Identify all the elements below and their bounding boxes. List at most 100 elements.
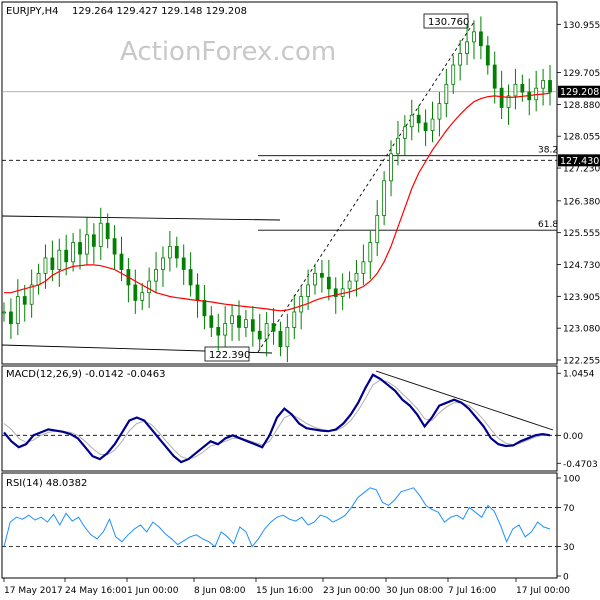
candle-body — [188, 269, 193, 286]
candle-body — [437, 103, 442, 120]
rsi-tick-label: 70 — [563, 504, 575, 514]
price-annotations: 38.2 61.8 130.760 122.390 — [1, 13, 558, 362]
price-candles — [2, 16, 552, 363]
time-axis: 17 May 2017 24 May 16:00 1 Jun 00:00 8 Jun … — [3, 578, 570, 596]
last-price-tag — [558, 85, 600, 98]
candle-body — [264, 323, 269, 340]
candle-body — [43, 257, 48, 274]
time-tick-label: 7 Jul 16:00 — [448, 586, 497, 596]
time-tick-label: 17 May 2017 — [4, 586, 63, 596]
candle-body — [167, 245, 172, 259]
price-tick-label: 122.255 — [563, 357, 600, 367]
price-tick-label: 128.880 — [563, 101, 600, 111]
candle-body — [36, 272, 41, 286]
support-value: 127.430 — [560, 156, 599, 167]
macd-title: MACD(12,26,9) -0.0142 -0.0463 — [6, 369, 166, 380]
time-tick-label: 17 Jul 00:00 — [516, 586, 570, 596]
low-label: 122.390 — [209, 350, 250, 361]
candle-body — [29, 284, 34, 305]
fib-38-label: 38.2 — [538, 146, 558, 156]
price-panel-frame — [1, 1, 558, 365]
candle-body — [506, 95, 511, 108]
candle-body — [478, 31, 483, 47]
candle-body — [499, 87, 504, 108]
price-tick-label: 128.055 — [563, 133, 600, 143]
candle-body — [147, 280, 152, 294]
high-label-box — [423, 13, 469, 29]
price-tick-label: 125.555 — [563, 229, 600, 239]
candle-body — [140, 292, 145, 301]
candle-body — [354, 272, 359, 282]
candle-body — [444, 83, 449, 105]
candle-body — [119, 253, 124, 270]
candle-body — [534, 87, 539, 101]
candle-body — [472, 31, 476, 43]
candle-body — [112, 238, 117, 255]
high-label: 130.760 — [428, 17, 469, 28]
last-price-value: 129.208 — [560, 87, 599, 98]
macd-axis: 1.0454 0.00 -0.4703 — [557, 370, 598, 470]
price-tick-label: 123.080 — [563, 325, 600, 335]
macd-tick-label: 1.0454 — [563, 370, 595, 380]
candle-body — [402, 126, 407, 139]
macd-tick-label: -0.4703 — [563, 460, 598, 470]
candle-body — [237, 315, 241, 328]
candle-body — [541, 80, 545, 89]
time-tick-label: 24 May 16:00 — [65, 586, 127, 596]
price-axis: 130.955 129.705 128.880 128.055 127.230 126.3… — [557, 21, 600, 367]
price-tick-label: 130.955 — [563, 21, 600, 31]
low-label-box — [204, 346, 250, 362]
candle-body — [416, 114, 421, 124]
rsi-tick-label: 100 — [563, 475, 580, 485]
candle-body — [250, 319, 255, 332]
candle-body — [306, 284, 311, 297]
time-tick-label: 8 Jun 08:00 — [194, 586, 246, 596]
channel-top-line — [1, 215, 281, 221]
candle-body — [223, 323, 228, 336]
candle-body — [216, 326, 221, 336]
rsi-line — [3, 487, 551, 548]
rsi-tick-label: 30 — [563, 543, 575, 553]
moving-average-line — [4, 92, 551, 312]
candle-body — [15, 296, 20, 324]
candle-body — [451, 64, 456, 85]
rsi-axis: 100 70 30 0 — [557, 475, 580, 583]
candle-body — [64, 249, 69, 263]
candle-body — [326, 276, 331, 290]
price-tick-label: 123.905 — [563, 293, 600, 303]
candle-body — [375, 215, 380, 243]
candle-body — [243, 319, 248, 328]
candle-body — [71, 242, 76, 263]
candle-body — [347, 280, 352, 290]
macd-trend-line — [375, 370, 554, 431]
fib-61-label: 61.8 — [538, 220, 558, 230]
candle-body — [257, 330, 262, 340]
candle-body — [361, 261, 366, 274]
candle-body — [513, 83, 518, 97]
candle-body — [492, 64, 497, 89]
candle-body — [333, 288, 338, 297]
candle-body — [292, 311, 297, 328]
candle-body — [278, 330, 283, 348]
symbol-label: EURJPY,H4 — [6, 6, 59, 17]
candle-body — [133, 284, 138, 301]
candle-body — [105, 222, 110, 240]
candle-body — [409, 114, 414, 128]
candle-body — [485, 45, 490, 66]
fib-trend-line — [257, 21, 475, 353]
rsi-tick-label: 0 — [563, 573, 569, 583]
candle-body — [98, 222, 103, 247]
candle-body — [230, 315, 234, 324]
rsi-panel-frame — [1, 472, 558, 579]
price-tick-label: 126.380 — [563, 197, 600, 207]
candle-body — [78, 242, 82, 255]
candle-body — [423, 122, 428, 132]
candle-body — [299, 296, 304, 313]
candle-body — [313, 272, 317, 286]
price-tick-label: 127.230 — [563, 165, 600, 175]
candle-body — [396, 137, 400, 155]
candle-body — [430, 118, 435, 132]
support-tag — [558, 154, 600, 167]
candle-body — [368, 242, 373, 263]
